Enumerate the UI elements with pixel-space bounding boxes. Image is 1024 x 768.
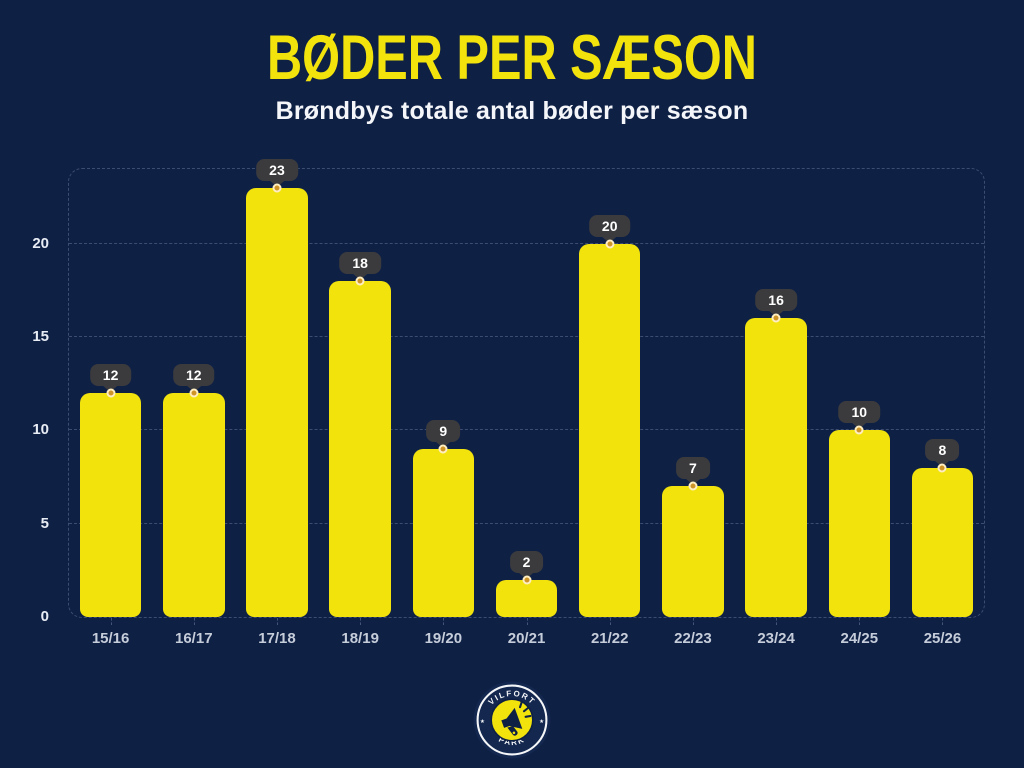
y-axis-labels: 0 5 10 15 20 — [17, 169, 61, 625]
axis-tick — [110, 617, 112, 625]
value-badge: 12 — [172, 363, 215, 392]
x-axis-label: 22/23 — [674, 629, 712, 647]
marker-dot — [272, 183, 282, 193]
value-badge: 18 — [339, 251, 381, 280]
marker-dot — [688, 481, 698, 491]
x-axis-label: 25/26 — [923, 629, 962, 647]
bar: 16 — [745, 289, 807, 617]
axis-tick — [776, 617, 778, 625]
plot-area: 0 5 10 15 20 12 15/16 12 16/17 23 17/18 18 18/19 9 19… — [32, 158, 985, 647]
axis-tick — [276, 617, 278, 625]
value-badge: 20 — [588, 214, 631, 243]
bar-slot: 12 15/16 — [69, 169, 152, 647]
value-badge: 16 — [755, 289, 797, 318]
header: BØDER PER SÆSON Brøndbys totale antal bø… — [0, 0, 1024, 126]
bar: 7 — [662, 457, 724, 617]
x-axis-label: 19/20 — [424, 629, 463, 647]
bar-slot: 7 22/23 — [651, 169, 734, 647]
logo-outer-ring — [476, 684, 548, 756]
marker-dot — [189, 388, 199, 398]
ytick-label: 10 — [32, 421, 49, 439]
value-badge: 8 — [925, 438, 960, 467]
logo-badge: VILFORT PARK ★ ★ — [473, 681, 551, 759]
logo-star-right: ★ — [539, 718, 544, 725]
marker-dot — [854, 425, 864, 435]
bar: 18 — [329, 251, 391, 617]
x-axis-label: 17/18 — [258, 629, 296, 647]
bar-slot: 8 25/26 — [901, 169, 984, 647]
value-badge: 10 — [838, 401, 881, 430]
bar: 8 — [911, 438, 974, 617]
bar-chart: 0 5 10 15 20 12 15/16 12 16/17 23 17/18 18 18/19 9 19… — [32, 158, 985, 647]
bar-slot: 2 20/21 — [485, 169, 568, 647]
axis-tick — [692, 617, 694, 625]
value-badge: 7 — [675, 457, 710, 486]
gridline — [69, 242, 984, 244]
bar-slot: 23 17/18 — [235, 158, 318, 647]
axis-tick — [942, 617, 944, 625]
value-badge: 23 — [256, 158, 298, 187]
marker-dot — [106, 388, 116, 398]
bar: 9 — [412, 419, 475, 617]
axis-tick — [859, 617, 861, 625]
bar-slot: 16 23/24 — [735, 169, 818, 647]
x-axis-label: 15/16 — [91, 629, 130, 647]
bar: 12 — [163, 363, 225, 617]
x-axis-label: 24/25 — [840, 629, 879, 647]
logo-star-left: ★ — [480, 718, 485, 725]
x-axis-label: 21/22 — [590, 629, 629, 647]
axis-tick — [609, 617, 611, 625]
x-axis-label: 23/24 — [757, 629, 795, 647]
megaphone-icon — [501, 701, 532, 736]
x-axis-label: 20/21 — [507, 629, 546, 647]
marker-dot — [605, 239, 615, 249]
ytick-label: 0 — [40, 607, 49, 625]
axis-tick — [443, 617, 445, 625]
bar: 20 — [578, 214, 641, 617]
bar: 2 — [495, 550, 558, 617]
axis-tick — [193, 617, 195, 625]
marker-dot — [438, 444, 448, 454]
ytick-label: 20 — [32, 234, 49, 252]
marker-dot — [771, 313, 781, 323]
page-title: BØDER PER SÆSON — [266, 22, 757, 93]
bar-slot: 9 19/20 — [402, 169, 485, 647]
ytick-label: 15 — [32, 327, 49, 345]
axis-tick — [526, 617, 528, 625]
x-axis-label: 18/19 — [341, 629, 379, 647]
marker-dot — [355, 276, 365, 286]
bar-slot: 10 24/25 — [818, 169, 901, 647]
bar-slot: 20 21/22 — [568, 169, 651, 647]
marker-dot — [937, 463, 947, 473]
bar: 12 — [79, 363, 142, 617]
bar: 10 — [828, 401, 891, 617]
marker-dot — [522, 575, 532, 585]
value-badge: 12 — [89, 363, 132, 392]
value-badge: 9 — [426, 419, 461, 448]
bar-slot: 12 16/17 — [152, 169, 235, 647]
page-subtitle: Brøndbys totale antal bøder per sæson — [275, 96, 749, 125]
bar: 23 — [246, 158, 308, 617]
x-axis-label: 16/17 — [175, 629, 213, 647]
axis-tick — [360, 617, 362, 625]
gridline — [69, 429, 984, 431]
gridline — [69, 522, 984, 524]
bar-slot: 18 18/19 — [319, 169, 402, 647]
vilfort-park-logo: VILFORT PARK ★ ★ — [0, 680, 1024, 760]
ytick-label: 5 — [40, 514, 49, 532]
gridline — [69, 335, 984, 337]
value-badge: 2 — [509, 550, 544, 579]
